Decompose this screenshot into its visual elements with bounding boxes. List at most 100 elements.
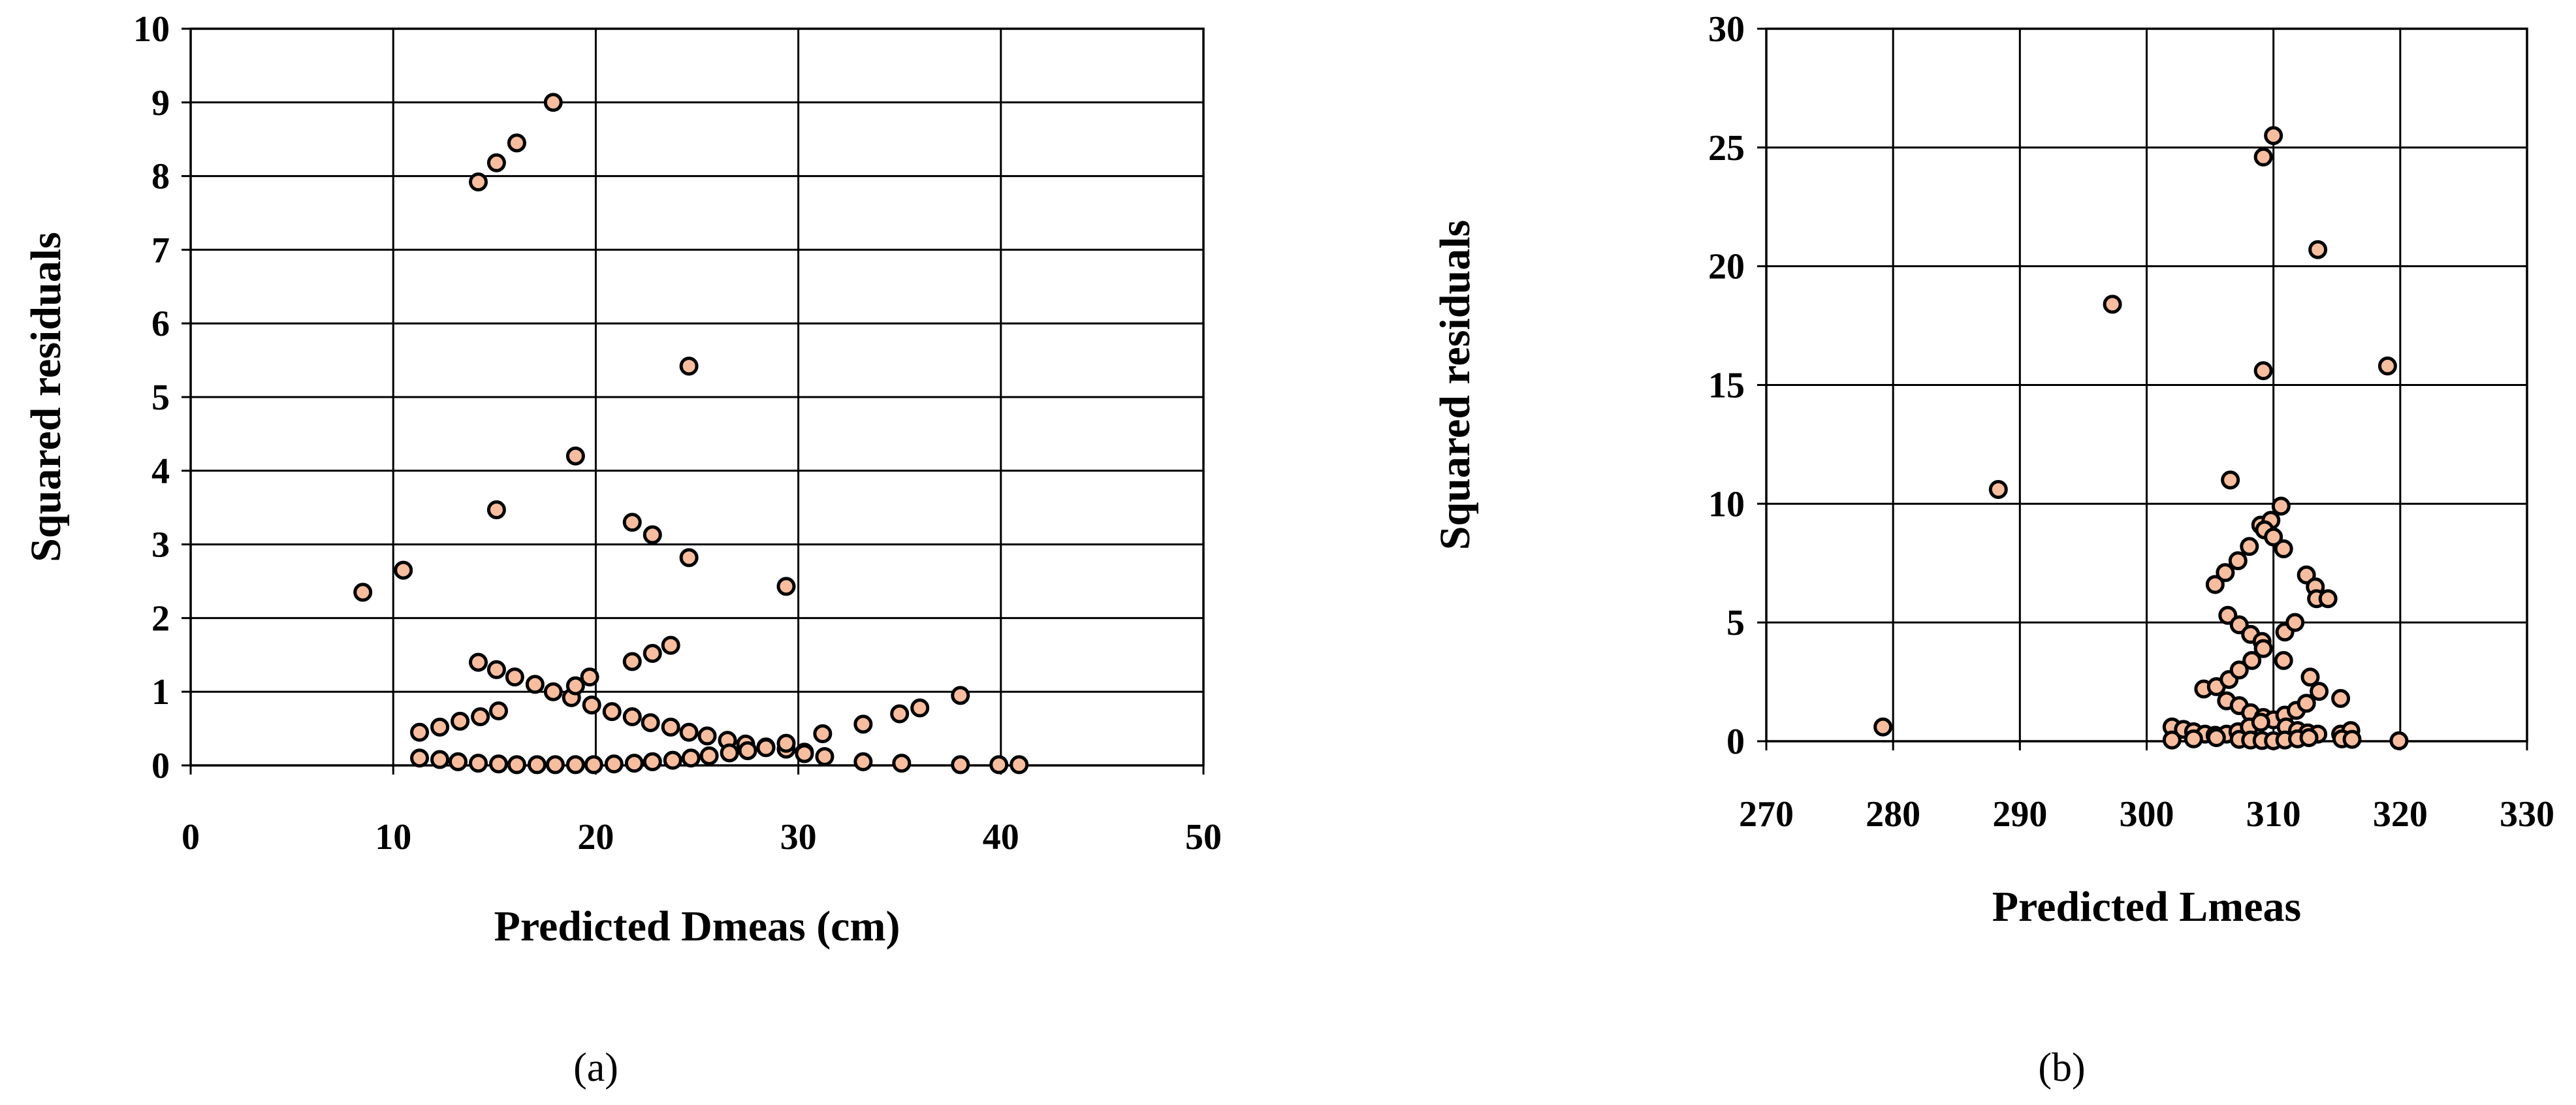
data-point xyxy=(2318,589,2338,609)
data-point xyxy=(525,675,545,694)
data-point xyxy=(663,750,682,770)
data-point xyxy=(2342,729,2362,749)
y-tick-label: 3 xyxy=(151,525,170,566)
data-point xyxy=(679,548,699,568)
data-point xyxy=(681,748,701,768)
data-point xyxy=(468,172,488,192)
data-point xyxy=(2216,563,2235,583)
data-point xyxy=(2251,713,2270,732)
data-point xyxy=(486,500,506,520)
data-point xyxy=(2184,729,2203,748)
data-point xyxy=(2264,527,2283,547)
data-point xyxy=(507,755,526,775)
data-point xyxy=(756,738,776,758)
x-tick-label: 320 xyxy=(2373,794,2428,835)
data-point xyxy=(489,701,509,721)
data-point xyxy=(451,711,470,731)
data-point xyxy=(641,713,660,733)
data-point xyxy=(505,667,524,687)
data-point xyxy=(543,93,563,112)
data-point xyxy=(486,660,506,679)
y-tick-label: 5 xyxy=(151,377,170,418)
data-point xyxy=(468,652,488,672)
x-tick-label: 310 xyxy=(2246,794,2301,835)
data-point xyxy=(813,724,833,743)
data-point xyxy=(2242,650,2262,670)
data-point xyxy=(565,676,585,696)
data-point xyxy=(2264,126,2283,146)
data-point xyxy=(580,667,599,687)
y-axis-label: Squared residuals xyxy=(22,232,70,562)
chart-panel-a: 0 10 20 30 40 50 0 1 2 3 4 5 6 7 8 9 10 Predicted Dmeas (… xyxy=(22,9,1222,1090)
y-tick-label: 15 xyxy=(1708,366,1745,406)
data-point xyxy=(468,754,488,773)
y-tick-label: 30 xyxy=(1708,9,1745,50)
y-axis-label: Squared residuals xyxy=(1431,220,1479,551)
x-tick-label: 50 xyxy=(1185,817,1222,857)
data-point xyxy=(604,754,624,774)
data-point xyxy=(951,686,970,705)
data-point xyxy=(486,153,506,172)
data-point xyxy=(661,717,680,737)
chart-panel-b: 270 280 290 300 310 320 330 0 5 10 15 20 25 30 Predict… xyxy=(1431,9,2554,1090)
y-tick-label: 8 xyxy=(151,157,170,197)
data-point xyxy=(2271,496,2291,516)
data-point xyxy=(853,714,873,734)
data-point xyxy=(815,746,835,766)
data-point xyxy=(622,707,642,727)
data-point xyxy=(989,755,1009,775)
data-point xyxy=(2310,682,2329,701)
data-point xyxy=(910,698,930,718)
x-tick-label: 20 xyxy=(577,817,614,857)
x-axis-label: Predicted Lmeas xyxy=(1992,883,2302,931)
x-tick-label: 10 xyxy=(375,817,411,857)
data-point xyxy=(890,704,910,724)
data-point xyxy=(410,748,430,768)
data-point xyxy=(776,577,796,596)
data-point xyxy=(2103,295,2122,314)
panel-label: (b) xyxy=(2038,1046,2085,1090)
data-point xyxy=(2228,551,2248,571)
x-tick-label: 300 xyxy=(2120,794,2174,835)
data-point xyxy=(2297,694,2316,713)
data-point xyxy=(1873,717,1893,737)
data-point xyxy=(565,755,585,775)
data-point xyxy=(430,717,450,737)
x-tick-label: 290 xyxy=(1992,794,2047,835)
data-point xyxy=(2308,240,2328,259)
data-point xyxy=(565,446,585,466)
data-point xyxy=(622,513,642,532)
y-tick-label: 5 xyxy=(1726,603,1745,643)
data-point xyxy=(489,754,509,774)
data-point xyxy=(776,733,796,753)
data-point xyxy=(643,644,662,664)
data-point xyxy=(720,743,739,763)
data-point xyxy=(892,754,912,773)
data-point xyxy=(661,635,680,655)
data-point xyxy=(2285,613,2305,632)
data-point xyxy=(545,755,565,775)
y-tick-label: 2 xyxy=(151,598,170,639)
data-point xyxy=(2274,539,2293,558)
data-point xyxy=(1010,755,1029,775)
y-tick-label: 0 xyxy=(1726,722,1745,762)
data-point xyxy=(951,755,970,775)
y-tick-label: 25 xyxy=(1708,128,1745,168)
data-point xyxy=(2221,470,2240,490)
data-point xyxy=(2377,356,2397,376)
x-tick-label: 280 xyxy=(1866,794,1920,835)
data-point xyxy=(2253,361,2273,381)
data-point xyxy=(448,752,468,771)
data-point xyxy=(2240,537,2259,556)
data-point xyxy=(2162,730,2182,750)
panel-label: (a) xyxy=(573,1046,618,1090)
y-tick-label: 6 xyxy=(151,304,170,344)
data-point xyxy=(699,746,719,765)
y-tick-label: 10 xyxy=(1708,484,1745,524)
data-point xyxy=(2300,667,2320,687)
data-point xyxy=(622,652,642,671)
data-point xyxy=(394,560,413,580)
x-tick-label: 0 xyxy=(182,817,200,857)
data-point xyxy=(697,726,717,746)
data-point xyxy=(1988,480,2008,500)
